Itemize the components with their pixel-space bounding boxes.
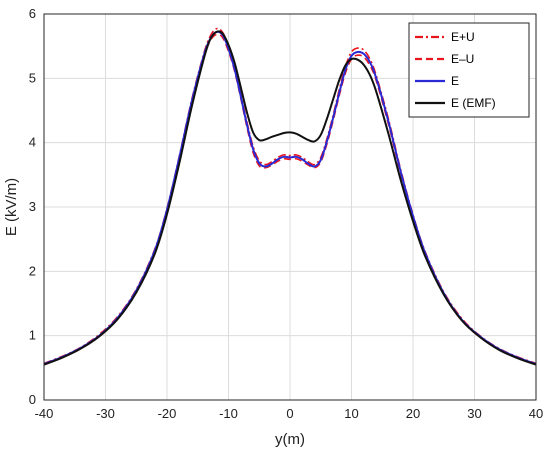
legend-label-1: E–U (451, 52, 474, 66)
series-layer (43, 27, 537, 366)
y-tick-label: 4 (29, 135, 36, 150)
y-tick-label: 2 (29, 263, 36, 278)
x-tick-label: 30 (467, 406, 481, 421)
series-line-3 (43, 30, 537, 366)
tick-labels: -40 -30 -20 -10 0 10 20 30 40 0 1 2 3 4 5 6 (29, 6, 543, 421)
legend-label-3: E (EMF) (451, 96, 496, 110)
legend-label-2: E (451, 74, 459, 88)
x-axis-label: y(m) (275, 431, 305, 448)
x-tick-label: 20 (406, 406, 420, 421)
series-line-2 (43, 30, 537, 365)
x-tick-label: -20 (158, 406, 177, 421)
y-tick-label: 6 (29, 6, 36, 21)
x-tick-label: 40 (529, 406, 543, 421)
legend-label-0: E+U (451, 30, 475, 44)
x-tick-label: -30 (96, 406, 115, 421)
x-tick-label: 0 (286, 406, 293, 421)
y-tick-label: 5 (29, 70, 36, 85)
x-tick-label: -10 (219, 406, 238, 421)
y-tick-label: 3 (29, 199, 36, 214)
x-tick-label: 10 (344, 406, 358, 421)
y-tick-label: 0 (29, 392, 36, 407)
legend: E+U E–U E E (EMF) (408, 22, 530, 118)
y-tick-label: 1 (29, 328, 36, 343)
x-tick-label: -40 (35, 406, 54, 421)
y-axis-label: E (kV/m) (3, 178, 20, 236)
legend-box (408, 22, 530, 118)
plot-frame (43, 13, 537, 401)
